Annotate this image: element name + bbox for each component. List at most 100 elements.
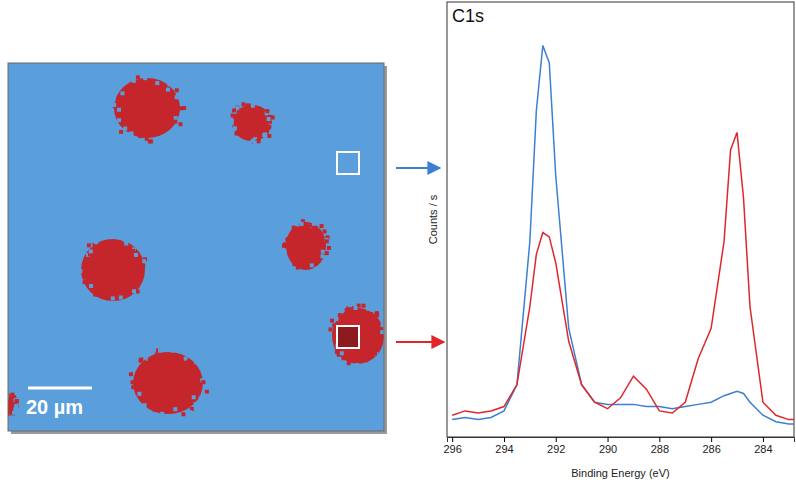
- particle-speck: [283, 242, 287, 246]
- map: [8, 63, 384, 431]
- map-background: [8, 63, 384, 431]
- x-tick-label: 288: [651, 443, 669, 455]
- particle-speck: [137, 245, 141, 249]
- particle-speck: [143, 76, 147, 80]
- x-tick-label: 292: [547, 443, 565, 455]
- particle: [332, 308, 384, 364]
- particle-speck: [234, 132, 238, 136]
- particle-speck: [148, 357, 152, 361]
- particle-speck: [134, 253, 138, 257]
- particle-speck: [192, 395, 196, 399]
- particle-speck: [265, 109, 269, 113]
- particle-speck: [312, 221, 316, 225]
- particle-speck: [330, 319, 334, 323]
- particle-speck: [130, 131, 134, 135]
- particle-speck: [287, 226, 291, 230]
- particle-speck: [325, 239, 329, 243]
- particle-speck: [187, 360, 191, 364]
- particle-speck: [267, 134, 271, 138]
- particle-speck: [138, 134, 142, 138]
- particle-speck: [197, 390, 201, 394]
- particle-speck: [112, 90, 116, 94]
- x-tick-mark: [504, 437, 505, 442]
- particle-speck: [129, 372, 133, 376]
- particle-speck: [131, 385, 135, 389]
- particle-speck: [320, 254, 324, 258]
- particle: [286, 222, 326, 270]
- particle-speck: [141, 263, 145, 267]
- particle-speck: [175, 108, 179, 112]
- x-tick-label: 290: [599, 443, 617, 455]
- particle-speck: [267, 117, 271, 121]
- particle-speck: [175, 88, 179, 92]
- particle-speck: [345, 308, 349, 312]
- particle-speck: [78, 280, 82, 284]
- x-tick-mark: [659, 437, 660, 442]
- x-tick-label: 284: [754, 443, 772, 455]
- particle-speck: [15, 399, 19, 403]
- particle-speck: [139, 359, 143, 363]
- particle: [232, 105, 272, 141]
- particle-speck: [175, 95, 179, 99]
- particle-speck: [300, 222, 304, 226]
- chart-title: C1s: [452, 6, 484, 26]
- particle-speck: [309, 264, 313, 268]
- particle-speck: [269, 111, 273, 115]
- particle-speck: [189, 400, 193, 404]
- particle-speck: [235, 131, 239, 135]
- particle-speck: [340, 351, 344, 355]
- particle-speck: [184, 350, 188, 354]
- particle-speck: [256, 139, 260, 143]
- particle-speck: [173, 84, 177, 88]
- particle-speck: [263, 132, 267, 136]
- particle-speck: [347, 361, 351, 365]
- particle-speck: [173, 120, 177, 124]
- particle-speck: [247, 104, 251, 108]
- x-tick-mark: [452, 437, 453, 442]
- y-axis-title: Counts / s: [427, 194, 439, 244]
- particle-speck: [139, 267, 143, 271]
- particle-speck: [171, 349, 175, 353]
- particle-speck: [205, 390, 209, 394]
- particle-speck: [233, 126, 237, 130]
- particle-speck: [320, 224, 324, 228]
- particle-speck: [312, 226, 316, 230]
- particle-speck: [137, 387, 141, 391]
- particle-speck: [375, 311, 379, 315]
- particle-speck: [112, 103, 116, 107]
- x-axis-line: [448, 438, 795, 443]
- particle-speck: [369, 354, 373, 358]
- particle-speck: [263, 138, 267, 142]
- particle-speck: [269, 130, 273, 134]
- map-border: [8, 63, 384, 431]
- x-axis-title: Binding Energy (eV): [571, 467, 669, 479]
- particle-speck: [292, 226, 296, 230]
- particle-speck: [342, 356, 346, 360]
- particle-speck: [140, 289, 144, 293]
- particle-speck: [354, 306, 358, 310]
- particle-speck: [262, 133, 266, 137]
- particle-speck: [190, 363, 194, 367]
- particle-speck: [283, 249, 287, 253]
- particle-speck: [173, 407, 177, 411]
- particle-speck: [317, 258, 321, 262]
- particle-speck: [267, 125, 271, 129]
- particle-speck: [123, 127, 127, 131]
- x-axis: 296294292290288286284: [443, 437, 794, 455]
- particle-speck: [181, 412, 185, 416]
- particle-speck: [380, 330, 384, 334]
- particle-speck: [142, 259, 146, 263]
- particle-speck: [87, 243, 91, 247]
- particle-speck: [335, 317, 339, 321]
- particle-speck: [338, 313, 342, 317]
- x-tick-label: 296: [443, 443, 461, 455]
- particle-speck: [167, 82, 171, 86]
- particle-speck: [117, 118, 121, 122]
- particle-speck: [155, 81, 159, 85]
- particle-speck: [205, 385, 209, 389]
- series-line: [452, 46, 794, 424]
- particle-speck: [158, 348, 162, 352]
- particle-speck: [12, 411, 16, 415]
- particle-speck: [142, 253, 146, 257]
- particle-speck: [310, 263, 314, 267]
